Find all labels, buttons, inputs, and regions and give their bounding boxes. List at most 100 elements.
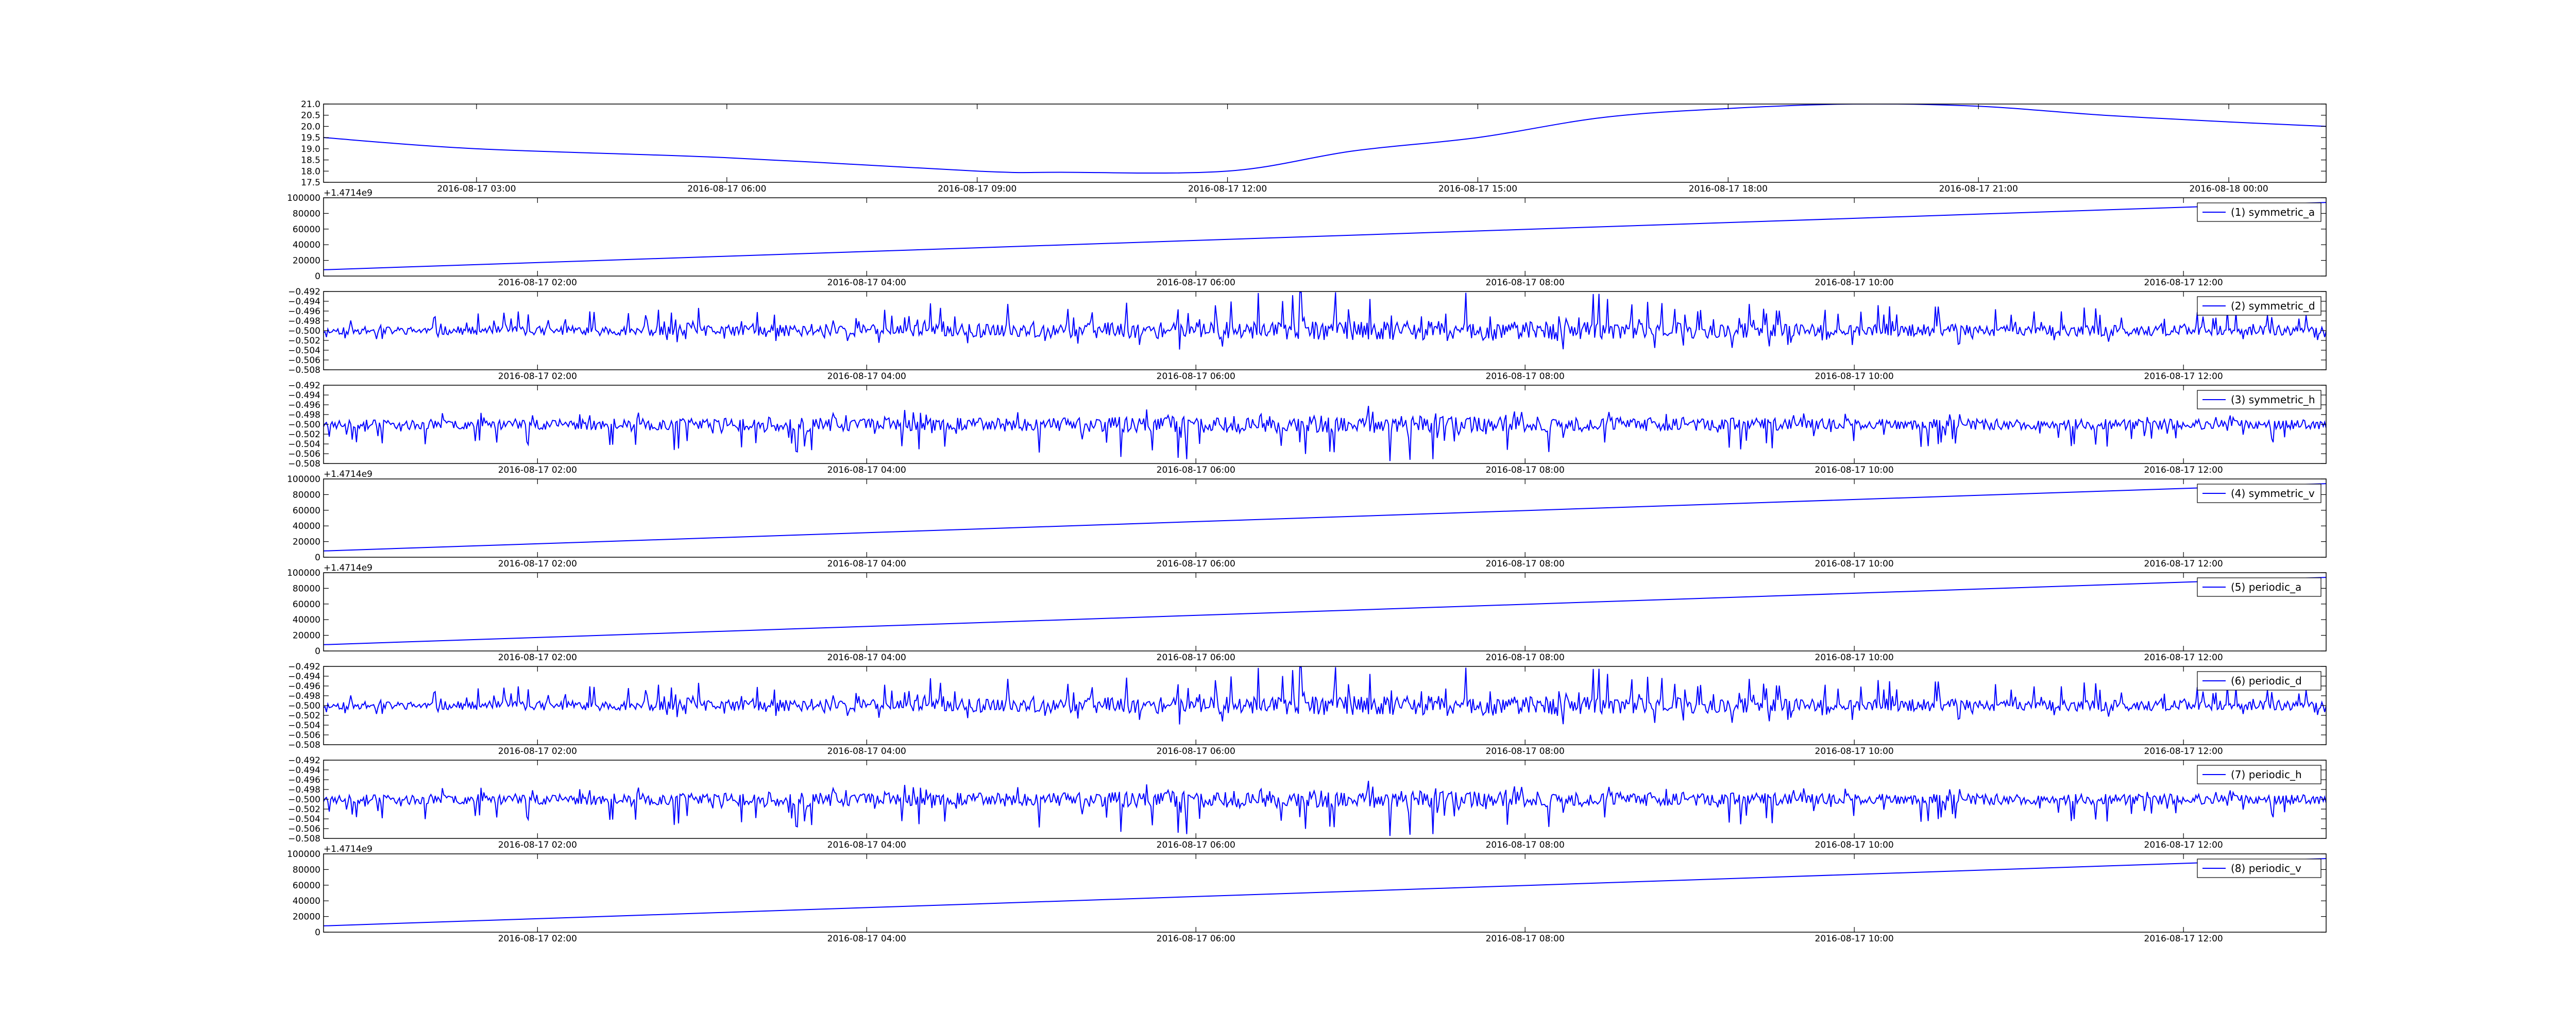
y-tick-label: 0 [315, 553, 320, 563]
y-tick-label: −0.500 [288, 420, 320, 430]
y-tick-label: 80000 [293, 209, 320, 219]
x-tick-label: 2016-08-17 06:00 [1157, 840, 1235, 850]
series-line [324, 483, 2326, 552]
x-tick-label: 2016-08-17 12:00 [2144, 559, 2223, 569]
y-tick-label: −0.494 [288, 297, 320, 307]
y-tick-label: 80000 [293, 865, 320, 875]
y-tick-label: 60000 [293, 881, 320, 891]
x-tick-label: 2016-08-17 04:00 [827, 465, 906, 475]
y-tick-label: 19.0 [301, 144, 320, 154]
legend-label: (5) periodic_a [2231, 581, 2301, 593]
x-tick-label: 2016-08-17 02:00 [498, 840, 577, 850]
y-tick-label: −0.506 [288, 449, 320, 459]
x-tick-label: 2016-08-17 10:00 [1815, 840, 1894, 850]
y-tick-label: 100000 [287, 193, 320, 203]
axes-frame [323, 572, 2327, 651]
x-tick-label: 2016-08-17 10:00 [1815, 465, 1894, 475]
x-tick-label: 2016-08-17 04:00 [827, 559, 906, 569]
y-tick-label: −0.498 [288, 316, 320, 327]
y-tick-label: −0.508 [288, 459, 320, 469]
x-tick-label: 2016-08-17 04:00 [827, 278, 906, 288]
subplot-6: −0.492−0.494−0.496−0.498−0.500−0.502−0.5… [288, 662, 2327, 757]
x-tick-label: 2016-08-17 08:00 [1486, 653, 1565, 663]
subplot-2: −0.492−0.494−0.496−0.498−0.500−0.502−0.5… [288, 287, 2327, 382]
axis-offset-label: +1.4714e9 [324, 469, 372, 479]
y-tick-label: 18.5 [301, 156, 320, 166]
x-tick-label: 2016-08-17 10:00 [1815, 559, 1894, 569]
x-tick-label: 2016-08-17 02:00 [498, 746, 577, 757]
y-tick-label: −0.498 [288, 410, 320, 420]
y-tick-label: −0.500 [288, 701, 320, 711]
y-tick-label: −0.494 [288, 390, 320, 401]
x-tick-label: 2016-08-17 06:00 [687, 184, 766, 194]
legend-label: (1) symmetric_a [2231, 206, 2315, 218]
subplot-4: 100000 80000 60000 40000 20000 0 2016-08-17 02… [287, 469, 2327, 569]
legend: (3) symmetric_h [2197, 390, 2321, 409]
x-tick-label: 2016-08-17 12:00 [2144, 653, 2223, 663]
legend-label: (4) symmetric_v [2231, 487, 2315, 500]
x-tick-label: 2016-08-17 02:00 [498, 278, 577, 288]
y-tick-label: −0.506 [288, 355, 320, 366]
y-tick-label: −0.506 [288, 730, 320, 741]
y-tick-label: 18.0 [301, 166, 320, 177]
y-tick-label: −0.508 [288, 834, 320, 844]
y-tick-label: −0.504 [288, 439, 320, 450]
y-tick-label: 80000 [293, 490, 320, 500]
y-tick-label: −0.502 [288, 711, 320, 721]
y-tick-label: 20000 [293, 256, 320, 266]
x-tick-label: 2016-08-17 06:00 [1157, 465, 1235, 475]
y-tick-label: −0.494 [288, 672, 320, 682]
x-tick-label: 2016-08-17 09:00 [938, 184, 1016, 194]
y-tick-label: 17.5 [301, 178, 320, 188]
y-tick-label: 40000 [293, 615, 320, 625]
x-tick-label: 2016-08-17 10:00 [1815, 934, 1894, 944]
legend-label: (6) periodic_d [2231, 675, 2302, 687]
y-tick-label: 20000 [293, 631, 320, 641]
y-tick-label: 19.5 [301, 133, 320, 143]
x-tick-label: 2016-08-17 04:00 [827, 653, 906, 663]
y-tick-label: −0.504 [288, 814, 320, 825]
series-line [324, 104, 2326, 174]
x-tick-label: 2016-08-17 12:00 [2144, 278, 2223, 288]
legend: (8) periodic_v [2197, 859, 2321, 878]
y-tick-label: 100000 [287, 568, 320, 578]
x-tick-label: 2016-08-17 04:00 [827, 746, 906, 757]
y-tick-label: −0.496 [288, 306, 320, 317]
x-tick-label: 2016-08-18 00:00 [2189, 184, 2268, 194]
y-tick-label: 0 [315, 928, 320, 938]
x-tick-label: 2016-08-17 06:00 [1157, 934, 1235, 944]
series-line [324, 666, 2326, 725]
y-tick-label: 20000 [293, 537, 320, 547]
subplot-7: −0.492−0.494−0.496−0.498−0.500−0.502−0.5… [288, 756, 2327, 850]
subplot-3: −0.492−0.494−0.496−0.498−0.500−0.502−0.5… [288, 381, 2327, 475]
x-tick-label: 2016-08-17 04:00 [827, 934, 906, 944]
legend: (5) periodic_a [2197, 577, 2321, 597]
x-tick-label: 2016-08-17 08:00 [1486, 559, 1565, 569]
x-tick-label: 2016-08-17 08:00 [1486, 840, 1565, 850]
y-tick-label: 100000 [287, 849, 320, 860]
y-tick-label: −0.496 [288, 400, 320, 410]
x-tick-label: 2016-08-17 06:00 [1157, 653, 1235, 663]
x-tick-label: 2016-08-17 08:00 [1486, 465, 1565, 475]
x-tick-label: 2016-08-17 10:00 [1815, 746, 1894, 757]
y-tick-label: −0.494 [288, 765, 320, 776]
x-tick-label: 2016-08-17 18:00 [1689, 184, 1768, 194]
x-tick-label: 2016-08-17 10:00 [1815, 371, 1894, 382]
subplot-5: 100000 80000 60000 40000 20000 0 2016-08-17 02… [287, 563, 2327, 663]
legend: (2) symmetric_d [2197, 296, 2321, 316]
y-tick-label: −0.500 [288, 795, 320, 805]
series-line [324, 291, 2326, 350]
x-tick-label: 2016-08-17 12:00 [2144, 934, 2223, 944]
y-tick-label: −0.496 [288, 681, 320, 692]
y-tick-label: 40000 [293, 240, 320, 250]
x-tick-label: 2016-08-17 02:00 [498, 653, 577, 663]
y-tick-label: 60000 [293, 506, 320, 516]
y-tick-label: −0.504 [288, 720, 320, 731]
legend-label: (8) periodic_v [2231, 862, 2301, 874]
x-tick-label: 2016-08-17 08:00 [1486, 746, 1565, 757]
legend-label: (2) symmetric_d [2231, 300, 2315, 312]
series-line [324, 406, 2326, 461]
y-tick-label: −0.492 [288, 287, 320, 297]
x-tick-label: 2016-08-17 12:00 [1188, 184, 1267, 194]
